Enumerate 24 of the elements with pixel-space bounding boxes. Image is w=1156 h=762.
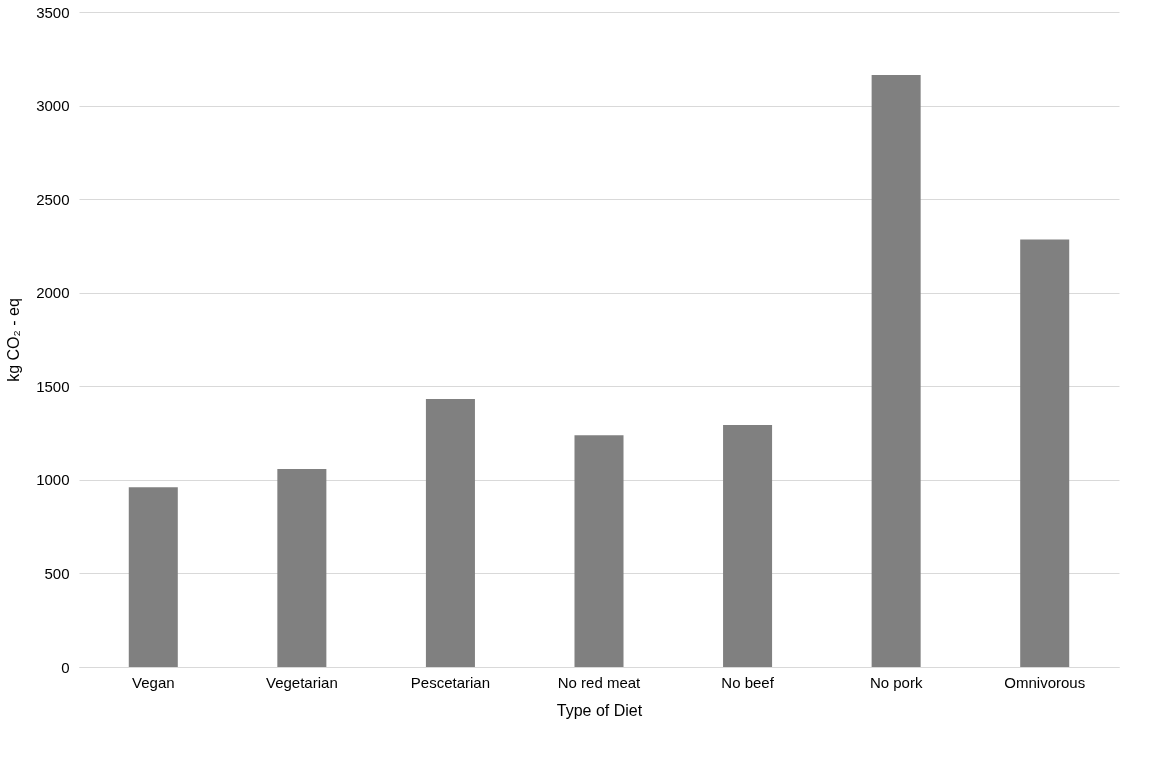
x-axis-title: Type of Diet (556, 701, 643, 719)
x-tick-label: Vegan (132, 673, 175, 691)
y-tick-label: 1000 (36, 471, 70, 489)
bar (574, 435, 624, 667)
x-tick-label: No red meat (557, 673, 642, 691)
y-tick-label: 1500 (36, 377, 70, 395)
x-tick-label: No pork (869, 673, 923, 691)
x-tick-label: Pescetarian (410, 673, 491, 691)
y-tick-label: 2500 (36, 190, 70, 208)
y-tick-label: 2000 (36, 284, 70, 302)
y-tick-label: 3000 (36, 97, 70, 115)
y-tick-label: 3500 (36, 3, 70, 21)
bar (1020, 239, 1070, 667)
bar (723, 425, 773, 667)
bar (128, 487, 178, 667)
x-tick-label: Vegetarian (265, 673, 338, 691)
y-tick-label: 0 (61, 658, 70, 676)
bar (277, 469, 327, 667)
x-tick-label: Omnivorous (1004, 673, 1086, 691)
x-tick-label: No beef (721, 673, 775, 691)
y-axis-title: kg CO₂ - eq (5, 298, 23, 382)
bar (425, 399, 475, 667)
y-tick-label: 500 (44, 564, 70, 582)
bar (871, 74, 921, 667)
